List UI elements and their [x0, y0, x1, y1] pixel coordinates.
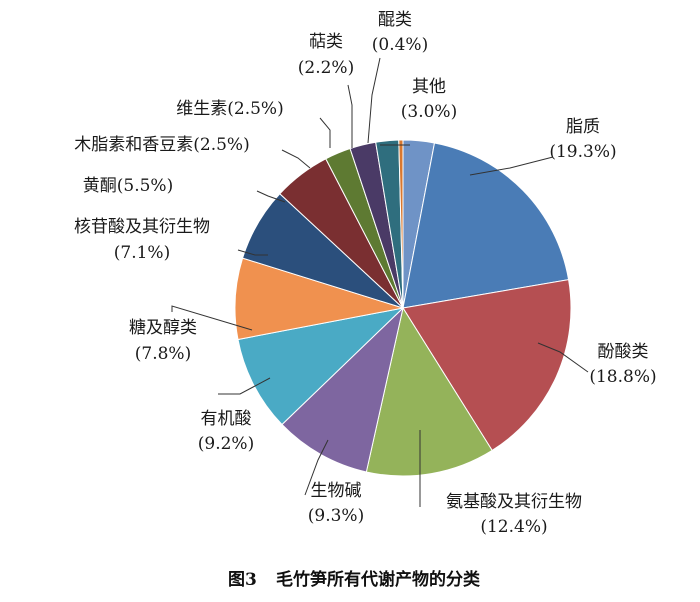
leader-line-12 — [347, 84, 353, 148]
pie-slice-13 — [398, 139, 404, 309]
slice-label-10: 木脂素和香豆素(2.5%) — [74, 135, 249, 155]
slice-percent-3: (18.8%) — [589, 367, 656, 387]
slice-percent-6: (9.2%) — [198, 434, 254, 454]
leader-line-7 — [171, 305, 253, 331]
leader-line-2 — [469, 156, 554, 176]
slice-name-8: 核苷酸及其衍生物 — [74, 217, 210, 237]
leader-line-13 — [367, 57, 381, 144]
pie-slice-2 — [402, 142, 570, 309]
slice-percent-13: (0.4%) — [372, 35, 428, 55]
pie-slice-3 — [402, 279, 572, 452]
pie-slice-6 — [237, 307, 405, 426]
slice-percent-4: (12.4%) — [480, 517, 547, 537]
slice-name-13: 醌类 — [378, 10, 412, 30]
leader-line-10 — [281, 149, 311, 169]
slice-name-4: 氨基酸及其衍生物 — [446, 492, 582, 512]
caption-text: 毛竹笋所有代谢产物的分类 — [276, 569, 481, 590]
slice-percent-7: (7.8%) — [135, 344, 191, 364]
slice-name-3: 酚酸类 — [598, 342, 649, 362]
slice-name-2: 脂质 — [566, 117, 600, 137]
pie-slice-4 — [365, 306, 493, 477]
leader-line-6 — [218, 377, 271, 395]
slice-name-5: 生物碱 — [311, 481, 362, 501]
slice-name-1: 其他 — [412, 77, 446, 97]
leader-line-11 — [319, 117, 331, 148]
leader-line-8 — [237, 249, 268, 256]
slice-percent-12: (2.2%) — [298, 58, 354, 78]
slice-percent-1: (3.0%) — [401, 102, 457, 122]
slice-percent-5: (9.3%) — [308, 506, 364, 526]
leader-line-3 — [537, 342, 589, 373]
slice-percent-8: (7.1%) — [114, 243, 170, 263]
slice-name-6: 有机酸 — [201, 409, 252, 429]
slice-percent-2: (19.3%) — [549, 142, 616, 162]
slice-label-9: 黄酮(5.5%) — [83, 176, 173, 196]
slice-name-12: 萜类 — [309, 32, 343, 52]
caption-number: 图3 — [228, 570, 257, 590]
leader-line-5 — [304, 439, 329, 496]
slice-name-7: 糖及醇类 — [129, 318, 197, 338]
leader-line-9 — [256, 190, 286, 203]
slice-label-11: 维生素(2.5%) — [176, 99, 283, 119]
